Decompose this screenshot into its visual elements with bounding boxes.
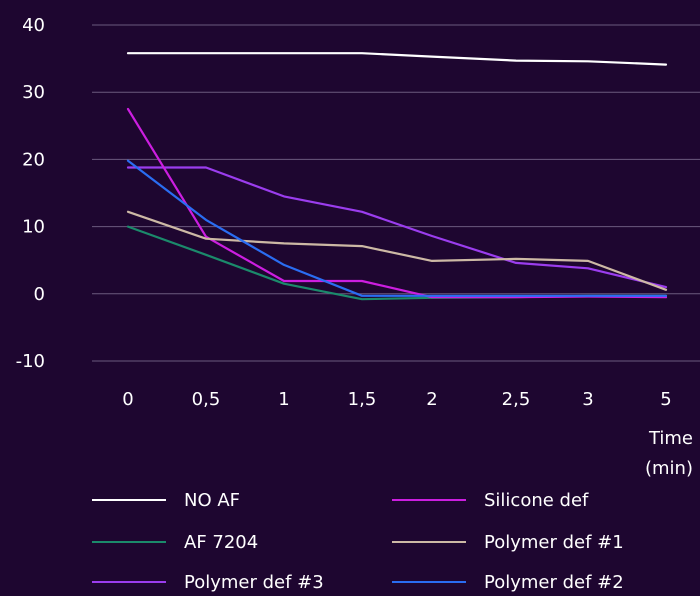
legend-item-polymer-def-2: Polymer def #2 xyxy=(392,564,624,596)
x-axis-label-line-2: (min) xyxy=(645,458,693,479)
y-tick-label: 40 xyxy=(22,15,45,36)
legend-label: Polymer def #2 xyxy=(484,571,624,593)
line-chart: 40 30 20 10 0 -10 0 0,5 1 1,5 2 2,5 3 5 Time (min) xyxy=(16,15,700,479)
series-line-polymer-def-2 xyxy=(126,159,668,297)
legend-swatch xyxy=(92,541,166,543)
x-tick-label: 5 xyxy=(660,389,671,410)
legend-label: Polymer def #1 xyxy=(484,531,624,553)
legend-label: NO AF xyxy=(184,489,241,511)
legend-item-polymer-def-3: Polymer def #3 xyxy=(92,564,324,596)
legend-item-polymer-def-1: Polymer def #1 xyxy=(392,524,624,560)
x-tick-label: 0,5 xyxy=(192,389,221,410)
gridlines xyxy=(92,24,700,362)
y-tick-label: -10 xyxy=(16,351,45,372)
y-axis-tick-labels: 40 30 20 10 0 -10 xyxy=(16,15,45,372)
legend-swatch xyxy=(392,499,466,501)
chart-legend: NO AF Silicone def AF 7204 Polymer def #… xyxy=(0,480,700,596)
legend-label: Polymer def #3 xyxy=(184,571,324,593)
legend-item-silicone-def: Silicone def xyxy=(392,482,588,518)
x-tick-label: 3 xyxy=(582,389,593,410)
y-tick-label: 30 xyxy=(22,82,45,103)
y-tick-label: 0 xyxy=(34,284,45,305)
x-axis-label-line-1: Time xyxy=(648,428,693,449)
series-line-polymer-def-3 xyxy=(126,166,668,289)
y-tick-label: 10 xyxy=(22,217,45,238)
legend-swatch xyxy=(392,581,466,583)
x-tick-label: 1,5 xyxy=(348,389,377,410)
x-tick-label: 2,5 xyxy=(502,389,531,410)
series-line-no-af xyxy=(126,52,668,66)
x-tick-label: 1 xyxy=(278,389,289,410)
legend-swatch xyxy=(392,541,466,543)
x-axis-tick-labels: 0 0,5 1 1,5 2 2,5 3 5 xyxy=(122,389,671,410)
x-tick-label: 2 xyxy=(426,389,437,410)
legend-swatch xyxy=(92,499,166,501)
y-tick-label: 20 xyxy=(22,149,45,170)
series-line-polymer-def-1 xyxy=(126,210,668,291)
x-tick-label: 0 xyxy=(122,389,133,410)
legend-label: AF 7204 xyxy=(184,531,259,553)
legend-label: Silicone def xyxy=(484,489,589,511)
legend-swatch xyxy=(92,581,166,583)
legend-item-no-af: NO AF xyxy=(92,482,240,518)
legend-item-af-7204: AF 7204 xyxy=(92,524,258,560)
series-lines xyxy=(126,52,668,301)
